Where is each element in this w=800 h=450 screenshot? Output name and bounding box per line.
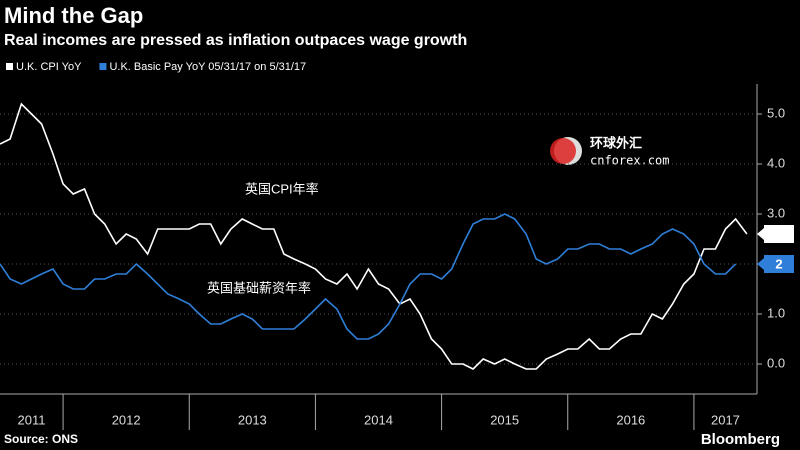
x-tick-label: 2011 — [18, 412, 46, 427]
x-tick-label: 2015 — [490, 412, 519, 427]
series-line — [0, 102, 748, 370]
y-tick-label: 1.0 — [767, 305, 785, 320]
end-label: 2 — [775, 256, 782, 271]
end-label-box — [764, 225, 794, 243]
y-tick-label: 0.0 — [767, 355, 785, 370]
watermark-logo — [550, 138, 576, 164]
watermark: 环球外汇 cnforex.com — [550, 135, 669, 168]
end-label-box — [764, 255, 794, 273]
legend-swatch — [6, 63, 13, 70]
legend-label: U.K. CPI YoY — [16, 61, 82, 73]
brand: Bloomberg — [701, 431, 780, 448]
chart-subtitle: Real incomes are pressed as inflation ou… — [4, 32, 467, 49]
y-tick-label: 4.0 — [767, 155, 785, 170]
x-tick-label: 2012 — [112, 412, 141, 427]
y-tick-label: 3.0 — [767, 205, 785, 220]
x-tick-label: 2017 — [711, 412, 740, 427]
chart-title: Mind the Gap — [4, 3, 143, 28]
end-label-pointer — [757, 228, 764, 240]
legend-swatch — [99, 63, 107, 70]
end-label-pointer — [757, 258, 764, 270]
x-tick-label: 2014 — [364, 412, 393, 427]
x-tick-label: 2013 — [238, 412, 267, 427]
annotation: 英国CPI年率 — [245, 181, 319, 196]
annotation: 英国基础薪资年率 — [207, 280, 311, 295]
watermark-text: cnforex.com — [590, 154, 669, 168]
y-tick-label: 5.0 — [767, 105, 785, 120]
watermark-text: 环球外汇 — [590, 135, 642, 150]
series-line — [0, 213, 737, 340]
source: Source: ONS — [4, 432, 78, 446]
legend-label: U.K. Basic Pay YoY 05/31/17 on 5/31/17 — [109, 61, 306, 73]
end-label: 2.6 — [770, 226, 788, 241]
x-tick-label: 2016 — [616, 412, 645, 427]
